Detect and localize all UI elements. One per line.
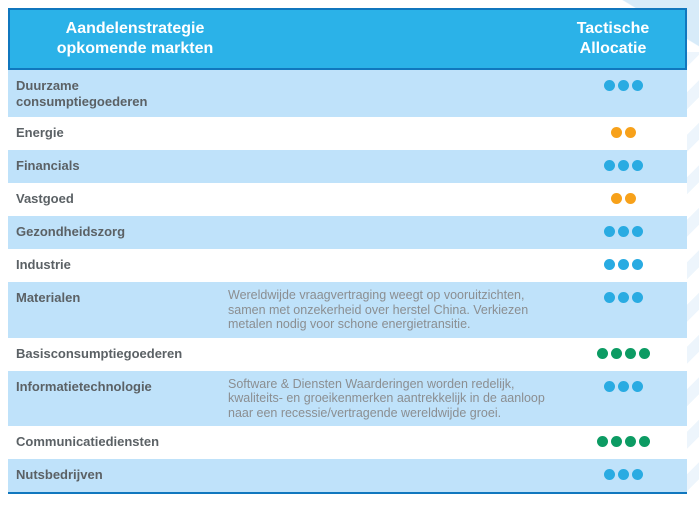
sector-comment (228, 183, 560, 195)
blue-allocation-dot (618, 469, 629, 480)
blue-allocation-dot (632, 226, 643, 237)
green-allocation-dot (597, 347, 608, 359)
blue-allocation-dot (604, 469, 615, 480)
sector-label: Communicatiediensten (16, 434, 160, 449)
table-title-line1: Aandelenstrategie (65, 20, 205, 37)
sector-label: Industrie (16, 257, 71, 272)
sector-label: Nutsbedrijven (16, 467, 103, 482)
table-row: Duurzame consumptiegoederen (8, 70, 687, 117)
table-row: Communicatiediensten (8, 426, 687, 459)
sector-label: Financials (16, 158, 80, 173)
sector-label: Gezondheidszorg (16, 224, 126, 239)
green-allocation-dot (597, 436, 608, 447)
sector-comment (228, 338, 560, 350)
sector-comment: Wereldwijde vraagvertraging weegt op voo… (228, 288, 529, 331)
table-row: Informatietechnologie Software & Dienste… (8, 370, 687, 426)
blue-allocation-dot (618, 80, 629, 91)
allocation-dots (560, 216, 687, 237)
blue-allocation-dot (618, 292, 629, 303)
allocation-column-header: Tactische Allocatie (547, 19, 679, 59)
sector-label: Materialen (16, 290, 81, 305)
blue-allocation-dot (618, 160, 629, 171)
table-row: Industrie (8, 249, 687, 282)
blue-allocation-dot (618, 380, 629, 392)
allocation-dots (560, 426, 687, 447)
sector-label: Informatietechnologie (16, 378, 152, 394)
green-allocation-dot (639, 347, 650, 359)
orange-allocation-dot (611, 193, 622, 204)
allocation-dots (560, 371, 687, 392)
green-allocation-dot (625, 347, 636, 359)
blue-allocation-dot (632, 469, 643, 480)
blue-allocation-dot (604, 380, 615, 392)
blue-allocation-dot (604, 259, 615, 270)
table-body: Duurzame consumptiegoederen Energie Fina… (8, 70, 687, 492)
blue-allocation-dot (604, 292, 615, 303)
blue-allocation-dot (618, 259, 629, 270)
allocation-header-line1: Tactische (576, 20, 650, 37)
orange-allocation-dot (625, 127, 636, 138)
table-row: Gezondheidszorg (8, 216, 687, 249)
table-title: Aandelenstrategie opkomende markten (10, 19, 260, 59)
sector-comment (228, 249, 560, 261)
allocation-dots (560, 459, 687, 480)
sector-label: Basisconsumptiegoederen (16, 345, 183, 361)
allocation-header-line2: Allocatie (579, 40, 647, 57)
table-header: Aandelenstrategie opkomende markten Tact… (8, 8, 687, 70)
sector-comment (228, 216, 560, 228)
sector-label: Vastgoed (16, 191, 74, 206)
green-allocation-dot (611, 347, 622, 359)
sector-comment (228, 150, 560, 162)
allocation-dots (560, 338, 687, 359)
blue-allocation-dot (632, 80, 643, 91)
sector-comment (228, 70, 560, 82)
green-allocation-dot (611, 436, 622, 447)
sector-label: Energie (16, 125, 64, 140)
table-row: Nutsbedrijven (8, 459, 687, 492)
blue-allocation-dot (604, 160, 615, 171)
allocation-dots (560, 249, 687, 270)
allocation-dots (560, 150, 687, 171)
green-allocation-dot (639, 436, 650, 447)
table-row: Vastgoed (8, 183, 687, 216)
blue-allocation-dot (604, 80, 615, 91)
side-decoration (685, 52, 699, 492)
allocation-dots (560, 117, 687, 138)
table-row: Energie (8, 117, 687, 150)
sector-label: Duurzame consumptiegoederen (16, 78, 148, 109)
blue-allocation-dot (632, 259, 643, 270)
allocation-table: Aandelenstrategie opkomende markten Tact… (8, 8, 687, 494)
table-bottom-border (8, 492, 687, 494)
table-row: Basisconsumptiegoederen (8, 337, 687, 371)
sector-comment (228, 117, 560, 129)
blue-allocation-dot (618, 226, 629, 237)
table-title-line2: opkomende markten (56, 40, 214, 57)
allocation-dots (560, 70, 687, 91)
orange-allocation-dot (611, 127, 622, 138)
allocation-dots (560, 282, 687, 303)
blue-allocation-dot (604, 226, 615, 237)
sector-comment (228, 459, 560, 471)
table-row: Materialen Wereldwijde vraagvertraging w… (8, 282, 687, 338)
sector-comment: Software & Diensten Waarderingen worden … (228, 376, 545, 420)
sector-comment (228, 426, 560, 438)
blue-allocation-dot (632, 380, 643, 392)
orange-allocation-dot (625, 193, 636, 204)
blue-allocation-dot (632, 160, 643, 171)
blue-allocation-dot (632, 292, 643, 303)
table-row: Financials (8, 150, 687, 183)
allocation-dots (560, 183, 687, 204)
green-allocation-dot (625, 436, 636, 447)
